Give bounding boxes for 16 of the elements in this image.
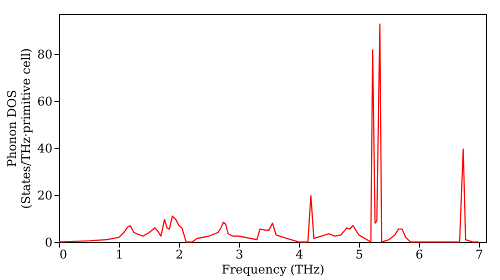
- x-tick-label: 7: [475, 248, 484, 262]
- x-axis-title: Frequency (THz): [222, 262, 324, 276]
- y-tick-label: 60: [37, 94, 52, 108]
- x-tick-label: 1: [116, 248, 124, 262]
- x-tick-label: 4: [296, 248, 304, 262]
- y-axis-title: Phonon DOS (States/THz·primitive cell): [5, 48, 34, 209]
- x-tick-label: 3: [236, 248, 244, 262]
- y-tick-label: 0: [44, 236, 52, 250]
- line-series: [58, 24, 480, 243]
- x-tick-label: 2: [176, 248, 184, 262]
- x-tick-label: 5: [356, 248, 364, 262]
- x-tick-label: 6: [416, 248, 424, 262]
- x-tick-label: 0: [60, 248, 68, 262]
- y-tick-label: 40: [37, 141, 52, 156]
- y-tick-label: 80: [37, 47, 52, 62]
- y-tick-label: 20: [37, 188, 52, 202]
